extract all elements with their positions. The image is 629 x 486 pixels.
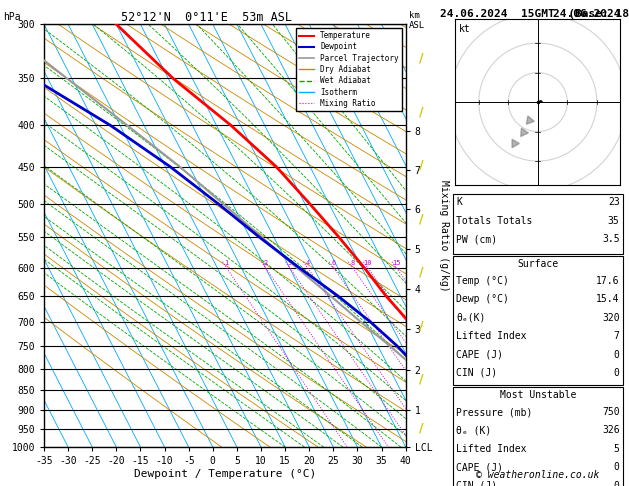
Text: 4: 4 — [306, 260, 309, 266]
Text: Lifted Index: Lifted Index — [456, 331, 526, 341]
Text: 8: 8 — [350, 260, 355, 266]
Text: θₑ(K): θₑ(K) — [456, 312, 486, 323]
Text: Pressure (mb): Pressure (mb) — [456, 407, 532, 417]
Text: /: / — [419, 266, 424, 278]
Text: /: / — [419, 105, 424, 118]
Text: PW (cm): PW (cm) — [456, 234, 497, 244]
Text: 2: 2 — [264, 260, 268, 266]
Text: Temp (°C): Temp (°C) — [456, 276, 509, 286]
Text: 35: 35 — [608, 216, 620, 226]
Text: 24.06.2024  15GMT  (Base: 18): 24.06.2024 15GMT (Base: 18) — [440, 9, 629, 19]
Text: Most Unstable: Most Unstable — [499, 390, 576, 400]
Text: K: K — [456, 197, 462, 208]
Text: /: / — [419, 373, 424, 385]
Text: 10: 10 — [364, 260, 372, 266]
Text: CIN (J): CIN (J) — [456, 481, 497, 486]
Text: Dewp (°C): Dewp (°C) — [456, 294, 509, 304]
Text: 1: 1 — [225, 260, 229, 266]
Text: CAPE (J): CAPE (J) — [456, 349, 503, 360]
X-axis label: Dewpoint / Temperature (°C): Dewpoint / Temperature (°C) — [134, 469, 316, 479]
Text: 6: 6 — [331, 260, 336, 266]
Text: 24.06.2024  15GMT  (Base: 18): 24.06.2024 15GMT (Base: 18) — [553, 9, 629, 19]
Text: 15.4: 15.4 — [596, 294, 620, 304]
Text: 0: 0 — [614, 463, 620, 472]
Text: /: / — [419, 52, 424, 65]
Text: 3.5: 3.5 — [602, 234, 620, 244]
Text: θₑ (K): θₑ (K) — [456, 426, 491, 435]
Y-axis label: Mixing Ratio (g/kg): Mixing Ratio (g/kg) — [439, 180, 449, 292]
Text: /: / — [419, 319, 424, 332]
Text: /: / — [419, 421, 424, 434]
Text: 23: 23 — [608, 197, 620, 208]
Text: 320: 320 — [602, 312, 620, 323]
Text: 750: 750 — [602, 407, 620, 417]
Text: 0: 0 — [614, 349, 620, 360]
Text: km
ASL: km ASL — [409, 11, 425, 30]
Text: hPa: hPa — [3, 12, 21, 22]
Text: /: / — [419, 159, 424, 172]
Text: 5: 5 — [614, 444, 620, 454]
Text: CAPE (J): CAPE (J) — [456, 463, 503, 472]
Text: 15: 15 — [392, 260, 401, 266]
Text: 326: 326 — [602, 426, 620, 435]
Text: 0: 0 — [614, 481, 620, 486]
Text: CIN (J): CIN (J) — [456, 368, 497, 378]
Text: 7: 7 — [614, 331, 620, 341]
Text: Totals Totals: Totals Totals — [456, 216, 532, 226]
Text: 3: 3 — [287, 260, 292, 266]
Text: © weatheronline.co.uk: © weatheronline.co.uk — [476, 470, 599, 480]
Text: Lifted Index: Lifted Index — [456, 444, 526, 454]
Text: 0: 0 — [614, 368, 620, 378]
Text: 52°12'N  0°11'E  53m ASL: 52°12'N 0°11'E 53m ASL — [121, 11, 292, 24]
Legend: Temperature, Dewpoint, Parcel Trajectory, Dry Adiabat, Wet Adiabat, Isotherm, Mi: Temperature, Dewpoint, Parcel Trajectory… — [296, 28, 402, 111]
Text: 17.6: 17.6 — [596, 276, 620, 286]
Text: /: / — [419, 212, 424, 225]
Text: kt: kt — [459, 24, 470, 35]
Text: Surface: Surface — [517, 259, 559, 269]
